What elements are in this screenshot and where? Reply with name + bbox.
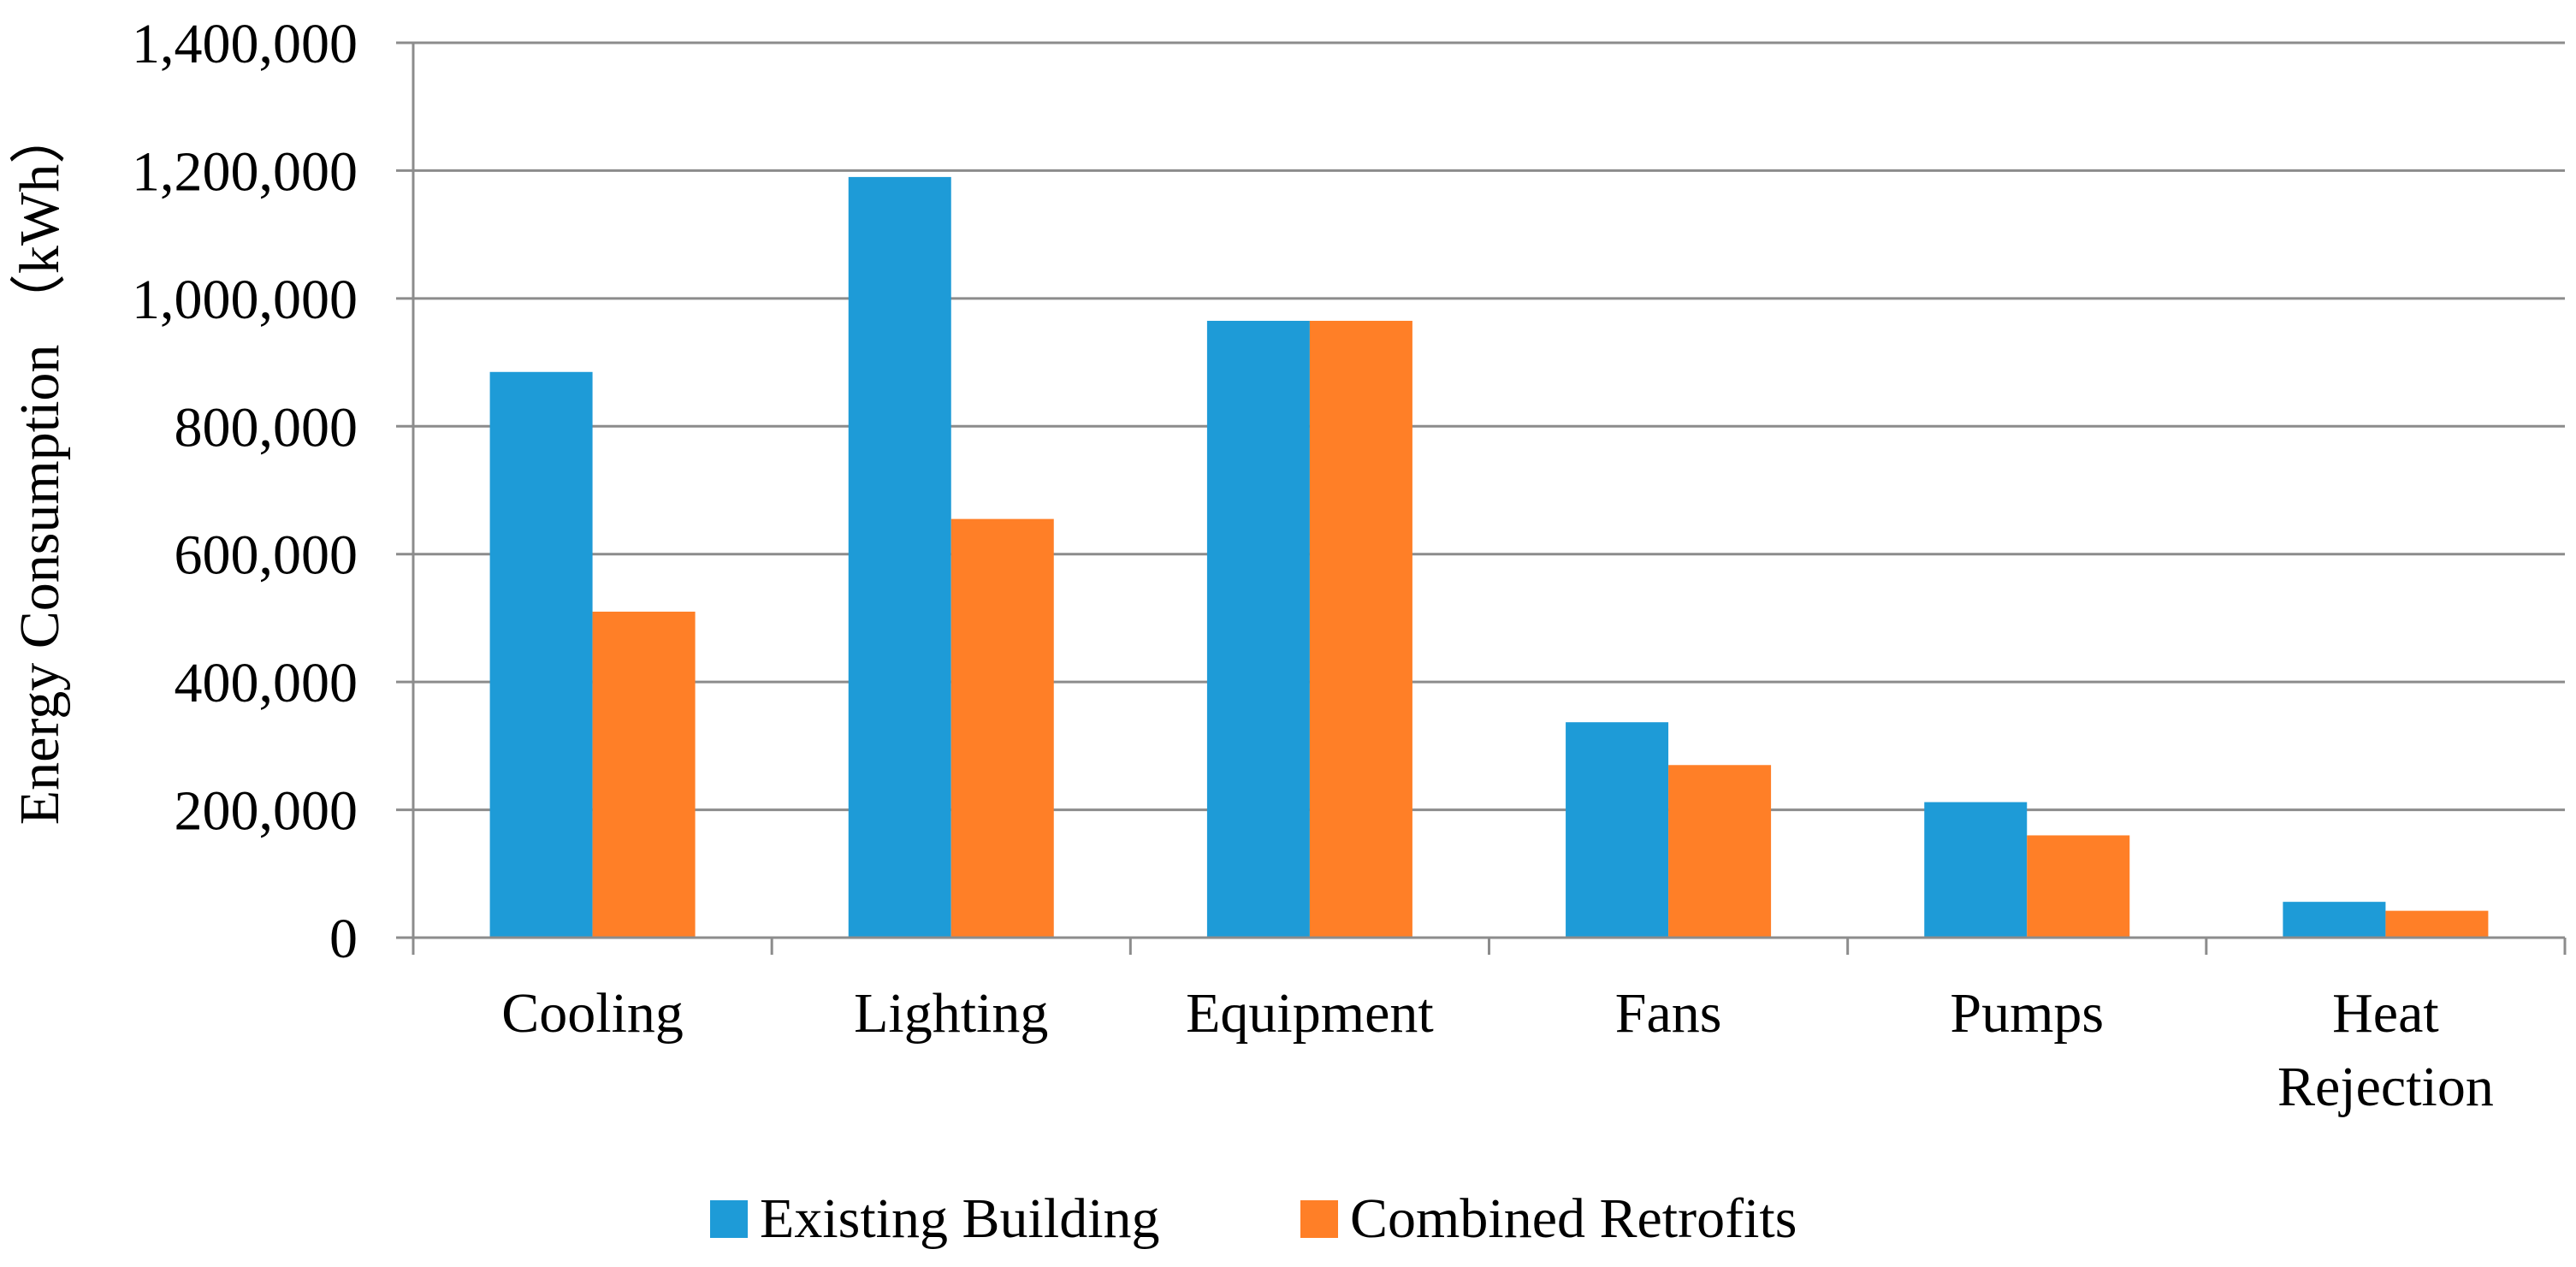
bar-existing-building-fans (1566, 722, 1669, 938)
y-tick-label-0: 0 (329, 908, 358, 970)
x-tick-label-0-0: Cooling (501, 982, 684, 1045)
y-tick-label-5: 1,000,000 (132, 269, 358, 331)
legend-label-0: Existing Building (760, 1187, 1160, 1250)
legend-label-1: Combined Retrofits (1350, 1187, 1797, 1250)
bar-existing-building-heat-rejection (2283, 902, 2386, 938)
bar-combined-retrofits-pumps (2027, 835, 2130, 938)
bar-existing-building-cooling (489, 371, 593, 938)
bar-existing-building-equipment (1206, 321, 1310, 938)
y-tick-label-7: 1,400,000 (132, 13, 358, 75)
bar-combined-retrofits-heat-rejection (2385, 910, 2489, 938)
x-tick-labels: Cooling Lighting Equipment Fans Pumps Heat Rej… (501, 982, 2494, 1118)
x-tick-label-5-1: Rejection (2277, 1056, 2494, 1118)
legend: Existing Building Combined Retrofits (710, 1187, 1797, 1250)
y-tick-labels: 0 200,000 400,000 600,000 800,000 1,000,000 1,… (132, 13, 358, 970)
x-tick-label-1-0: Lighting (854, 982, 1048, 1045)
y-tick-label-6: 1,200,000 (132, 140, 358, 203)
legend-swatch-0 (710, 1200, 748, 1238)
y-tick-label-4: 800,000 (175, 396, 358, 459)
y-tick-label-1: 200,000 (175, 780, 358, 843)
bars (489, 176, 2489, 938)
x-tick-label-5-0: Heat (2332, 982, 2439, 1045)
y-tick-label-2: 400,000 (175, 652, 358, 714)
y-axis-title: Energy Consumption （kWh） (9, 108, 71, 825)
bar-combined-retrofits-equipment (1309, 321, 1412, 938)
x-tick-label-4-0: Pumps (1950, 982, 2104, 1045)
x-tick-label-3-0: Fans (1615, 982, 1722, 1045)
x-tick-label-2-0: Equipment (1186, 982, 1434, 1045)
bar-combined-retrofits-fans (1668, 765, 1772, 938)
legend-swatch-1 (1300, 1200, 1338, 1238)
bar-existing-building-lighting (848, 176, 951, 938)
bar-existing-building-pumps (1924, 802, 2028, 938)
gridlines (413, 41, 2565, 812)
y-tick-label-3: 600,000 (175, 524, 358, 587)
bar-combined-retrofits-cooling (592, 611, 696, 938)
bar-combined-retrofits-lighting (950, 518, 1054, 938)
axes (396, 41, 2567, 955)
